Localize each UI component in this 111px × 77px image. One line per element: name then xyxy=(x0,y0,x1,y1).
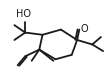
Text: O: O xyxy=(80,24,88,34)
Text: HO: HO xyxy=(16,9,31,19)
